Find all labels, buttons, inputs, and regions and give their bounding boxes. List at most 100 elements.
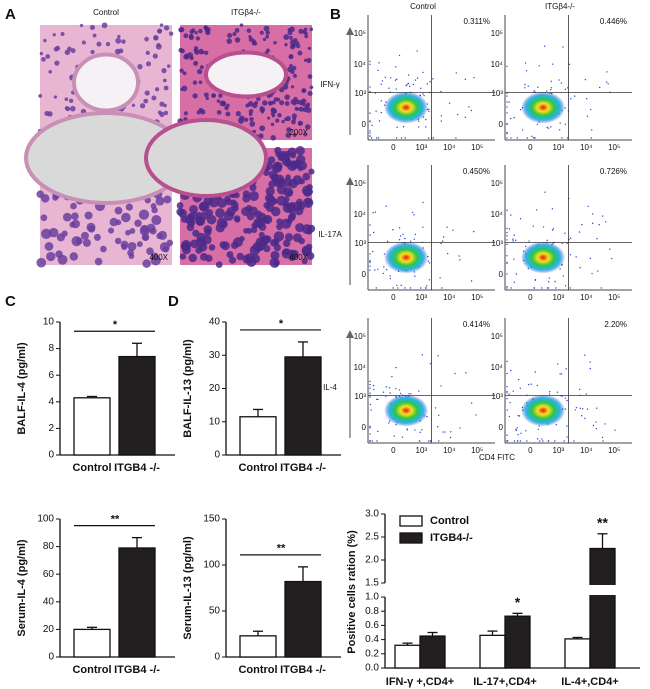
nucleus xyxy=(159,111,165,118)
event-dot xyxy=(547,440,549,442)
nucleus xyxy=(263,245,271,253)
nucleus xyxy=(48,69,53,74)
event-dot xyxy=(425,126,427,128)
event-dot xyxy=(419,431,421,434)
event-dot xyxy=(369,121,371,123)
x-tick-label: 10⁵ xyxy=(608,446,620,455)
nucleus xyxy=(203,92,209,98)
nucleus xyxy=(289,249,299,259)
nucleus xyxy=(64,49,71,56)
nucleus xyxy=(296,198,303,206)
nucleus xyxy=(138,209,150,220)
event-dot xyxy=(538,65,540,67)
event-dot xyxy=(459,259,461,261)
event-dot xyxy=(369,224,371,226)
nucleus xyxy=(258,133,264,139)
event-dot xyxy=(400,284,402,287)
nucleus xyxy=(183,33,189,39)
event-dot xyxy=(552,63,554,65)
event-dot xyxy=(401,436,404,438)
event-dot xyxy=(601,436,604,439)
nucleus xyxy=(45,54,51,59)
micrograph xyxy=(24,111,188,268)
event-dot xyxy=(369,112,371,114)
x-tick-label: 10⁵ xyxy=(471,293,483,302)
nucleus xyxy=(62,212,72,222)
event-dot xyxy=(513,281,516,283)
nucleus xyxy=(145,50,150,55)
nucleus xyxy=(71,236,82,247)
event-dot xyxy=(559,373,561,375)
event-dot xyxy=(592,424,595,427)
y-tick-label: 20 xyxy=(43,624,55,635)
event-dot xyxy=(531,135,533,138)
y-tick-label: 10⁵ xyxy=(491,29,503,38)
panel-label: D xyxy=(168,293,179,310)
y-tick-label: 40 xyxy=(209,317,221,328)
event-dot xyxy=(547,127,550,129)
event-dot xyxy=(385,268,388,271)
event-dot xyxy=(418,120,420,122)
x-tick-label: Control xyxy=(72,462,111,474)
nucleus xyxy=(195,36,201,41)
event-dot xyxy=(420,87,422,90)
event-dot xyxy=(566,425,568,427)
nucleus xyxy=(191,28,196,32)
event-dot xyxy=(402,126,405,128)
event-dot xyxy=(377,430,379,433)
nucleus xyxy=(301,88,307,94)
y-tick-label: 150 xyxy=(203,514,220,525)
nucleus xyxy=(205,96,209,101)
y-tick-label: 0.8 xyxy=(365,606,379,617)
nucleus xyxy=(251,254,261,264)
event-dot xyxy=(506,287,508,289)
nucleus xyxy=(114,206,123,215)
event-dot xyxy=(605,81,608,83)
nucleus xyxy=(142,259,151,268)
event-dot xyxy=(376,137,378,139)
event-dot xyxy=(549,390,551,393)
nucleus xyxy=(289,35,293,40)
event-dot xyxy=(439,277,441,279)
bar xyxy=(504,615,531,669)
y-tick-label: 0 xyxy=(48,450,54,461)
event-dot xyxy=(370,409,372,411)
nucleus xyxy=(272,238,280,246)
event-dot xyxy=(398,239,401,241)
quadrant-percent: 2.20% xyxy=(604,320,627,329)
y-tick-label: 0 xyxy=(362,270,367,279)
event-dot xyxy=(533,90,536,92)
event-dot xyxy=(595,427,597,430)
event-density xyxy=(521,394,566,427)
nucleus xyxy=(200,253,208,261)
x-tick-label: 10³ xyxy=(553,143,565,152)
event-dot xyxy=(589,108,592,111)
event-dot xyxy=(546,126,548,128)
event-dot xyxy=(584,354,586,356)
nucleus xyxy=(234,37,241,43)
y-tick-label: 10⁴ xyxy=(491,210,504,219)
nucleus xyxy=(275,118,280,123)
event-dot xyxy=(550,126,552,128)
event-dot xyxy=(418,390,420,392)
event-dot xyxy=(429,81,431,83)
event-dot xyxy=(506,372,508,375)
nucleus xyxy=(150,203,157,209)
event-dot xyxy=(585,393,588,395)
event-dot xyxy=(369,383,371,386)
event-dot xyxy=(508,415,511,418)
nucleus xyxy=(288,54,294,60)
event-dot xyxy=(536,123,539,126)
y-tick-label: 10⁴ xyxy=(491,60,504,69)
event-dot xyxy=(506,137,508,139)
nucleus xyxy=(303,133,307,137)
x-tick-label: ITGB4 -/- xyxy=(280,664,326,676)
event-dot xyxy=(601,215,604,217)
nucleus xyxy=(57,254,68,265)
nucleus xyxy=(289,211,297,219)
event-dot xyxy=(506,239,508,241)
event-dot xyxy=(581,223,583,226)
event-dot xyxy=(384,76,386,78)
nucleus xyxy=(204,228,212,237)
event-dot xyxy=(542,440,544,442)
